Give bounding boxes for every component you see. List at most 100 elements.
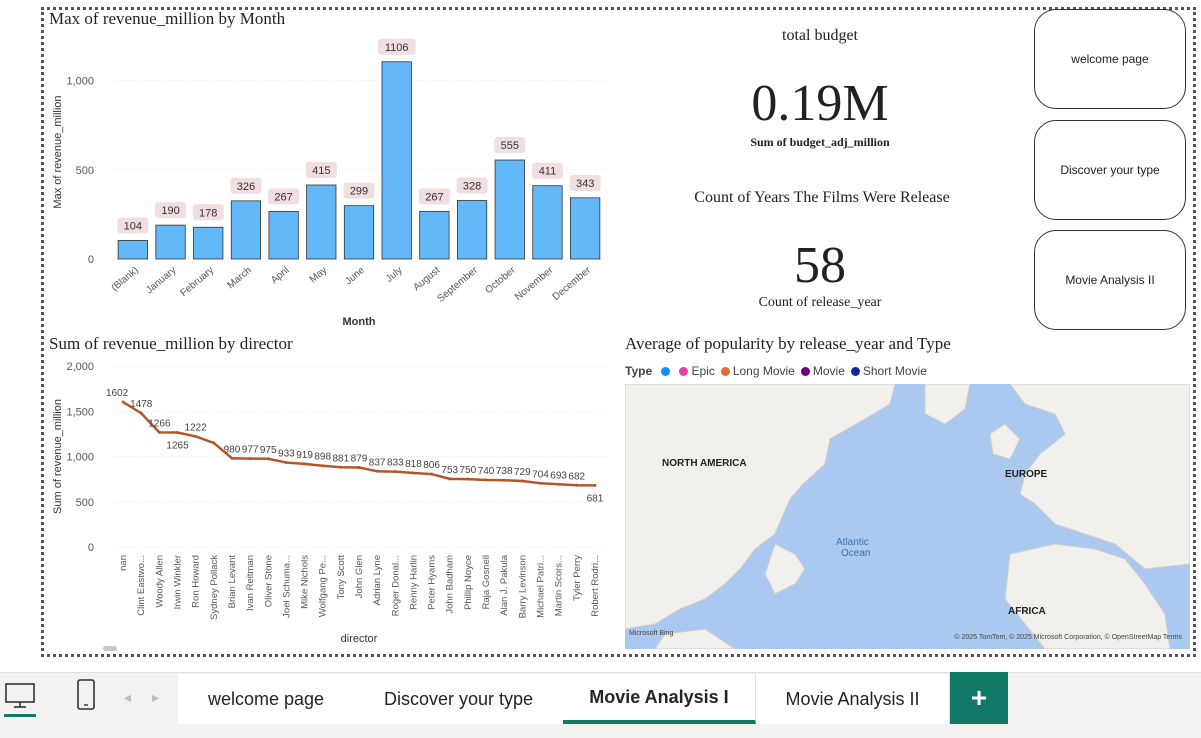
bar[interactable] xyxy=(230,200,262,260)
y-axis-label: Sum of revenue_million xyxy=(52,399,64,514)
x-tick-label: Barry Levinson xyxy=(517,555,528,618)
desktop-view-icon[interactable] xyxy=(4,679,36,717)
add-page-button[interactable]: + xyxy=(950,672,1008,724)
line-chart[interactable]: 0 500 1,000 1,500 2,000 Sum of revenue_millio… xyxy=(44,354,620,650)
bar[interactable] xyxy=(494,159,525,260)
data-point[interactable] xyxy=(538,481,542,485)
data-label: 704 xyxy=(532,469,549,480)
data-point[interactable] xyxy=(194,434,198,438)
bar[interactable] xyxy=(570,197,601,260)
welcome-page-button[interactable]: welcome page xyxy=(1034,9,1186,109)
bar[interactable] xyxy=(193,226,224,260)
bar[interactable] xyxy=(532,185,563,260)
bar[interactable] xyxy=(268,210,299,260)
x-tick-label: June xyxy=(343,265,367,288)
y-tick-label: 500 xyxy=(76,165,94,177)
x-tick-label: Roger Donal... xyxy=(390,555,401,616)
map-title: Average of popularity by release_year an… xyxy=(625,334,951,353)
data-point[interactable] xyxy=(266,457,270,461)
mobile-view-icon[interactable] xyxy=(74,678,98,712)
data-point[interactable] xyxy=(557,482,561,486)
data-label-bg xyxy=(230,177,262,194)
bar[interactable] xyxy=(419,210,450,260)
scroll-left-icon[interactable]: ◂ xyxy=(124,689,132,705)
data-point[interactable] xyxy=(176,431,180,435)
bar[interactable] xyxy=(343,205,375,260)
x-tick-label: August xyxy=(411,265,442,294)
data-label: 299 xyxy=(350,186,368,198)
data-label: 411 xyxy=(539,166,557,178)
data-point[interactable] xyxy=(121,400,125,404)
data-label: 555 xyxy=(501,140,519,152)
x-tick-label: October xyxy=(483,264,518,296)
scroll-right-icon[interactable]: ▸ xyxy=(152,689,160,705)
data-label: 267 xyxy=(274,191,292,203)
horizontal-scrollbar[interactable] xyxy=(103,646,117,651)
data-point[interactable] xyxy=(430,472,434,476)
movie-analysis-2-button[interactable]: Movie Analysis II xyxy=(1034,230,1186,330)
tab-movie-analysis-1[interactable]: Movie Analysis I xyxy=(563,674,756,724)
data-label-bg xyxy=(418,188,450,205)
data-label: 682 xyxy=(568,471,585,482)
data-point[interactable] xyxy=(303,462,307,466)
map-legend: Type Epic Long Movie Movie Short Movie xyxy=(625,364,927,378)
x-axis-label: director xyxy=(341,633,378,645)
data-point[interactable] xyxy=(484,478,488,482)
data-point[interactable] xyxy=(248,457,252,461)
legend-item[interactable]: Long Movie xyxy=(732,364,795,378)
x-tick-label: Adrian Lyne xyxy=(372,555,383,605)
data-point[interactable] xyxy=(284,461,288,465)
tab-movie-analysis-2[interactable]: Movie Analysis II xyxy=(756,674,950,724)
bar[interactable] xyxy=(456,200,488,260)
data-point[interactable] xyxy=(502,478,506,482)
map[interactable]: NORTH AMERICA EUROPE AFRICA Atlantic Oce… xyxy=(625,384,1190,649)
legend-dot xyxy=(661,367,671,376)
x-tick-label: Clint Eastwo... xyxy=(136,555,147,616)
data-point[interactable] xyxy=(411,471,415,475)
x-tick-label: Oliver Stone xyxy=(263,555,274,607)
data-point[interactable] xyxy=(448,477,452,481)
legend-item[interactable]: Movie xyxy=(812,364,845,378)
x-tick-label: Tony Scott xyxy=(336,555,347,600)
discover-type-button[interactable]: Discover your type xyxy=(1034,120,1186,220)
data-label: 1222 xyxy=(185,422,208,433)
data-label: 833 xyxy=(387,458,404,469)
data-point[interactable] xyxy=(339,465,343,469)
data-point[interactable] xyxy=(393,470,397,474)
data-point[interactable] xyxy=(139,411,143,415)
map-attribution[interactable]: © 2025 TomTom, © 2025 Microsoft Corporat… xyxy=(954,634,1182,641)
x-tick-label: John Badham xyxy=(445,555,456,614)
data-point[interactable] xyxy=(357,465,361,469)
data-label: 919 xyxy=(296,450,313,461)
data-point[interactable] xyxy=(230,456,234,460)
legend-item[interactable]: Epic xyxy=(691,364,715,378)
data-label: 898 xyxy=(314,452,331,463)
tab-welcome-page[interactable]: welcome page xyxy=(178,674,355,724)
x-tick-label: April xyxy=(269,265,291,286)
data-point[interactable] xyxy=(593,483,597,487)
data-label: 980 xyxy=(224,444,241,455)
data-point[interactable] xyxy=(520,479,524,483)
bar[interactable] xyxy=(117,240,148,260)
data-point[interactable] xyxy=(157,430,161,434)
x-tick-label: Robert Rodri... xyxy=(590,555,601,617)
x-axis-label: Month xyxy=(343,316,376,328)
bar[interactable] xyxy=(306,184,337,260)
data-label-bg xyxy=(192,204,224,221)
data-label: 693 xyxy=(550,470,567,481)
data-point[interactable] xyxy=(575,483,579,487)
data-label: 104 xyxy=(124,220,142,232)
data-point[interactable] xyxy=(466,477,470,481)
data-point[interactable] xyxy=(212,441,216,445)
legend-title: Type xyxy=(625,364,653,378)
bar-chart-title: Max of revenue_million by Month xyxy=(49,9,286,28)
legend-dot xyxy=(850,367,860,376)
data-point[interactable] xyxy=(375,469,379,473)
tab-discover-your-type[interactable]: Discover your type xyxy=(354,674,564,724)
data-label-bg xyxy=(377,38,416,55)
legend-item[interactable]: Short Movie xyxy=(862,364,927,378)
bar[interactable] xyxy=(381,61,412,260)
bar[interactable] xyxy=(155,224,186,260)
data-point[interactable] xyxy=(321,464,325,468)
